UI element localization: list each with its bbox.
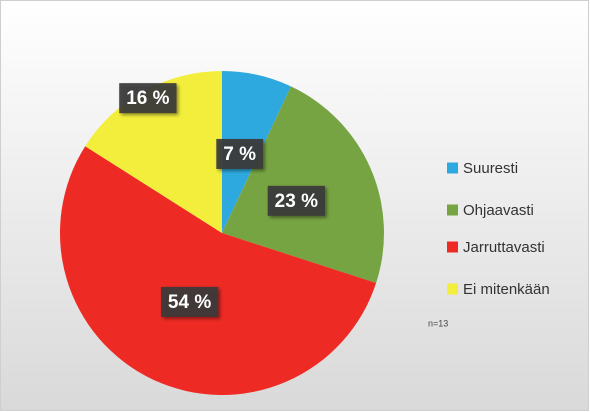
legend-swatch xyxy=(447,162,458,174)
data-label-text: 54 % xyxy=(168,292,211,313)
data-label: 23 % xyxy=(267,185,325,216)
pie-slice xyxy=(59,146,377,395)
data-label-box xyxy=(119,83,177,114)
legend-label: Ohjaavasti xyxy=(463,202,534,219)
data-label: 16 % xyxy=(119,83,177,114)
data-label-text: 7 % xyxy=(223,144,256,165)
legend-label: Suuresti xyxy=(463,160,518,177)
data-label-box xyxy=(267,185,325,216)
data-label-box xyxy=(216,138,264,169)
data-label: 7 % xyxy=(216,138,264,169)
data-label-box xyxy=(160,286,219,317)
data-label-text: 23 % xyxy=(275,191,318,212)
data-label-text: 16 % xyxy=(126,88,169,109)
legend-swatch xyxy=(447,241,458,253)
annotation: n=13 xyxy=(428,318,448,328)
legend-label: Jarruttavasti xyxy=(463,239,545,256)
pie-slice xyxy=(222,86,384,284)
legend-swatch xyxy=(447,283,458,295)
data-label: 54 % xyxy=(160,286,219,317)
legend-label: Ei mitenkään xyxy=(463,281,550,298)
legend-swatch xyxy=(447,204,458,216)
